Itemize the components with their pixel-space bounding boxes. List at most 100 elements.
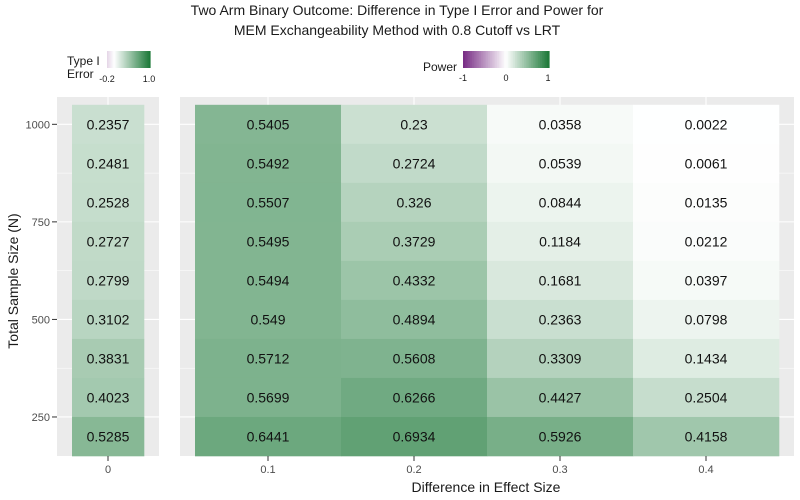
legend-power-colorbar-segment <box>471 51 475 68</box>
legend-power-colorbar <box>463 51 550 68</box>
power-panel-cell <box>633 221 780 262</box>
legend-type1-colorbar-segment <box>111 51 113 68</box>
legend-type1-colorbar-segment <box>119 51 122 68</box>
power-panel-cell-label: 0.0798 <box>685 311 728 327</box>
legend-type1-colorbar-segment <box>135 51 138 68</box>
y-axis-tick-label: 500 <box>32 314 50 326</box>
power-panel-cell <box>341 377 488 418</box>
legend-power-colorbar-segment <box>516 51 520 68</box>
power-panel-cell <box>487 299 634 340</box>
legend-power-colorbar-segment <box>497 51 500 68</box>
type1-panel-cell-label: 0.2528 <box>87 194 130 210</box>
power-panel-cell <box>341 104 488 145</box>
legend-power-colorbar-segment <box>532 51 536 68</box>
power-panel-cell <box>341 143 488 184</box>
power-panel-cell-label: 0.23 <box>400 116 427 132</box>
power-panel-cell <box>195 338 342 379</box>
legend-power-colorbar-segment <box>500 51 504 68</box>
type1-panel-cell-label: 0.4023 <box>87 389 130 405</box>
power-panel-cell <box>195 182 342 223</box>
legend-type1-tick-min: -0.2 <box>99 74 115 84</box>
power-panel-cell <box>341 260 488 301</box>
power-panel-cell-label: 0.5507 <box>247 194 290 210</box>
x-axis-tick-label: 0.4 <box>698 464 713 476</box>
legend-power-colorbar-segment <box>511 51 514 68</box>
legend-power-colorbar-segment <box>529 51 532 68</box>
legend-power-colorbar-segment <box>473 51 477 68</box>
legend-power-colorbar-segment <box>545 51 548 68</box>
x-axis-tick-label: 0.1 <box>260 464 275 476</box>
legend-power-colorbar-segment <box>507 51 511 68</box>
legend-power: Power -1 0 1 <box>423 51 551 83</box>
power-panel-cell-label: 0.3309 <box>539 350 582 366</box>
legend-type1-colorbar-segment <box>107 51 110 68</box>
type1-panel-cell <box>72 299 145 340</box>
power-panel-cell <box>487 377 634 418</box>
type1-panel-cell <box>72 143 145 184</box>
power-panel-cell <box>195 299 342 340</box>
legend-type1-colorbar-segment <box>145 51 148 68</box>
power-panel-cell <box>633 299 780 340</box>
type1-panel-cell <box>72 338 145 379</box>
type1-panel-cell <box>72 104 145 145</box>
power-panel-cell-label: 0.6266 <box>393 389 436 405</box>
y-axis: 1000 750 500 250 <box>26 119 57 424</box>
legend-type1-colorbar-segment <box>123 51 125 68</box>
legend-type1-colorbar-segment <box>129 51 131 68</box>
legend-power-colorbar-segment <box>486 51 489 68</box>
legend-power-colorbar-segment <box>520 51 523 68</box>
power-panel-cell-label: 0.0212 <box>685 233 728 249</box>
legend-power-colorbar-segment <box>514 51 518 68</box>
power-panel-cell <box>633 416 780 457</box>
legend-type1-colorbar-segment <box>113 51 115 68</box>
legend-power-colorbar-segment <box>463 51 466 68</box>
power-panel-cell-label: 0.2504 <box>685 389 728 405</box>
legend-power-colorbar-segment <box>488 51 491 68</box>
legend-power-colorbar-segment <box>543 51 547 68</box>
power-panel-cell <box>633 182 780 223</box>
legend-power-colorbar-segment <box>536 51 539 68</box>
legend-type1-colorbar-segment <box>144 51 147 68</box>
type1-panel-cell-label: 0.3831 <box>87 350 130 366</box>
power-panel-cell-label: 0.0358 <box>539 116 582 132</box>
type1-panel-cell-label: 0.3102 <box>87 311 130 327</box>
type1-panel-cell <box>72 182 145 223</box>
power-panel-cell <box>487 416 634 457</box>
legend-type1-colorbar-segment <box>107 51 109 68</box>
chart-title-line-2: MEM Exchangeability Method with 0.8 Cuto… <box>234 22 561 38</box>
power-panel-cell-label: 0.549 <box>250 311 285 327</box>
legend-power-colorbar-segment <box>502 51 505 68</box>
legend-power-colorbar-segment <box>484 51 487 68</box>
legend-power-colorbar-segment <box>495 51 498 68</box>
power-panel-cell-label: 0.5405 <box>247 116 290 132</box>
power-panel-cell-label: 0.5712 <box>247 350 290 366</box>
legend-type1-colorbar-segment <box>116 51 119 68</box>
legend-type1-colorbar-segment <box>122 51 124 68</box>
power-panel-cell <box>341 221 488 262</box>
power-panel-cell-label: 0.326 <box>396 194 431 210</box>
legend-power-colorbar-segment <box>468 51 471 68</box>
power-panel-cell <box>195 377 342 418</box>
y-axis-tick-label: 1000 <box>26 119 50 131</box>
power-panel-cell-label: 0.0539 <box>539 155 582 171</box>
legend-power-colorbar-segment <box>480 51 484 68</box>
power-panel-cell <box>341 338 488 379</box>
power-panel-cell-label: 0.2724 <box>393 155 436 171</box>
legend-type1-colorbar-segment <box>120 51 122 68</box>
legend-type1-colorbar-segment <box>133 51 136 68</box>
legend-power-colorbar-segment <box>493 51 496 68</box>
type1-error-panel: 0.2357 0.2481 0.2528 0.2727 0.2799 0.3102 0.38… <box>57 97 159 457</box>
legend-power-colorbar-segment <box>527 51 530 68</box>
legend-type1-colorbar-segment <box>121 51 123 68</box>
power-panel-cell <box>195 416 342 457</box>
legend-power-colorbar-segment <box>513 51 516 68</box>
chart-title-line-1: Two Arm Binary Outcome: Difference in Ty… <box>191 2 604 18</box>
legend-power-colorbar-segment <box>531 51 534 68</box>
legend-power-title: Power <box>423 60 457 74</box>
x-axis: 0 0.1 0.2 0.3 0.4 <box>105 456 714 476</box>
legend-type1-title-line-1: Type I <box>67 54 100 68</box>
legend-power-tick-min: -1 <box>459 73 467 83</box>
legend-type1-colorbar-segment <box>117 51 120 68</box>
legend-type1-colorbar-segment <box>147 51 149 68</box>
